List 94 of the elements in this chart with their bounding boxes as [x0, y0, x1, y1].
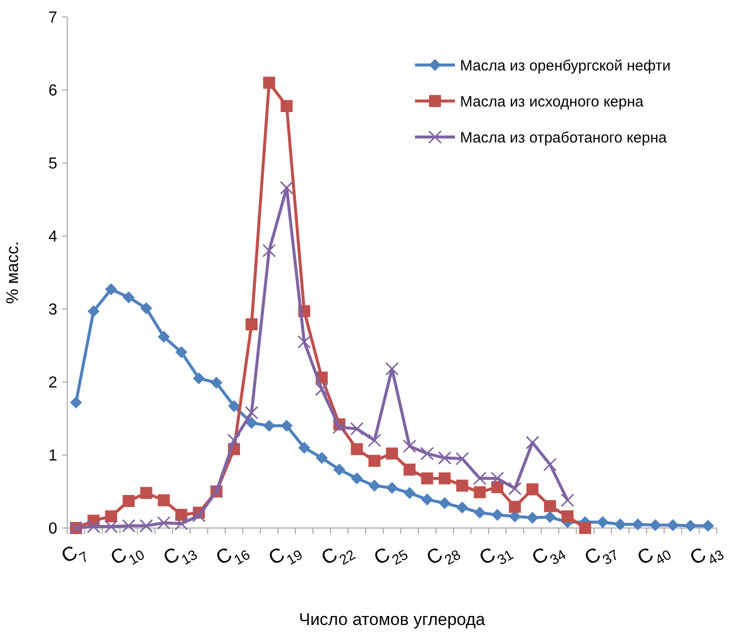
point — [474, 506, 486, 519]
legend-label: Масла из отработаного керна — [460, 129, 668, 146]
point — [158, 494, 170, 506]
point — [210, 376, 222, 389]
point — [456, 480, 468, 492]
point — [455, 452, 469, 466]
point — [263, 420, 276, 432]
y-tick-label: 3 — [48, 302, 58, 319]
point — [280, 100, 293, 112]
y-tick-label: 5 — [48, 156, 58, 173]
y-tick-label: 6 — [48, 82, 58, 100]
point — [438, 497, 451, 510]
point — [420, 446, 434, 460]
point — [139, 519, 153, 533]
point — [385, 362, 399, 376]
point — [404, 486, 416, 499]
x-axis-title: Число атомов углерода — [298, 610, 486, 629]
point — [333, 464, 346, 476]
point — [543, 458, 557, 472]
point — [526, 436, 540, 450]
point — [596, 516, 609, 528]
point — [315, 382, 329, 396]
point — [508, 482, 522, 496]
point — [105, 510, 118, 522]
point — [402, 439, 416, 453]
point — [262, 244, 276, 258]
point — [456, 502, 468, 514]
point — [684, 520, 696, 532]
point — [104, 520, 118, 534]
point — [227, 434, 241, 448]
point — [491, 508, 504, 521]
point — [386, 448, 398, 460]
point — [404, 464, 416, 476]
point — [158, 330, 170, 343]
point — [702, 520, 714, 532]
point — [332, 420, 346, 434]
y-tick-label: 4 — [48, 228, 58, 246]
point — [350, 422, 364, 436]
point — [88, 305, 100, 318]
point — [280, 420, 293, 432]
point — [86, 520, 100, 534]
point — [526, 483, 538, 496]
point — [544, 511, 556, 524]
point — [316, 452, 328, 464]
point — [175, 346, 188, 358]
point — [122, 519, 136, 533]
point — [368, 434, 382, 448]
point — [632, 518, 644, 530]
point — [140, 486, 152, 499]
point — [508, 500, 521, 513]
point — [350, 472, 363, 484]
y-axis-title: % масс. — [3, 241, 22, 304]
legend-label: Масла из исходного керна — [460, 93, 644, 110]
y-tick-label: 1 — [48, 448, 58, 465]
point — [544, 500, 556, 512]
point — [438, 472, 451, 484]
point — [562, 510, 574, 522]
point — [666, 519, 679, 532]
point — [280, 181, 294, 195]
point — [140, 302, 152, 314]
point — [192, 508, 206, 522]
point — [474, 486, 486, 498]
point — [438, 451, 452, 465]
point — [228, 400, 240, 412]
y-tick-label: 0 — [48, 520, 58, 538]
point — [70, 396, 82, 408]
point — [473, 472, 487, 486]
point — [368, 480, 380, 492]
point — [246, 416, 258, 429]
point — [649, 519, 662, 532]
legend-label: Масла из оренбургской нефти — [460, 57, 671, 74]
point — [297, 335, 311, 349]
y-tick-label: 7 — [48, 10, 58, 27]
point — [244, 406, 258, 420]
point — [174, 516, 188, 530]
point — [386, 482, 398, 494]
point — [298, 442, 310, 454]
point — [560, 494, 574, 508]
y-tick-label: 2 — [48, 374, 58, 392]
point — [579, 522, 592, 534]
point — [157, 516, 171, 530]
point — [263, 76, 276, 89]
point — [350, 443, 363, 456]
point — [490, 472, 504, 486]
point — [192, 372, 205, 384]
point — [122, 494, 135, 507]
point — [246, 318, 258, 330]
point — [614, 518, 626, 530]
point — [368, 454, 380, 467]
point — [105, 283, 118, 296]
point — [122, 291, 135, 304]
point — [421, 494, 434, 506]
point — [526, 512, 538, 524]
point — [421, 472, 434, 484]
